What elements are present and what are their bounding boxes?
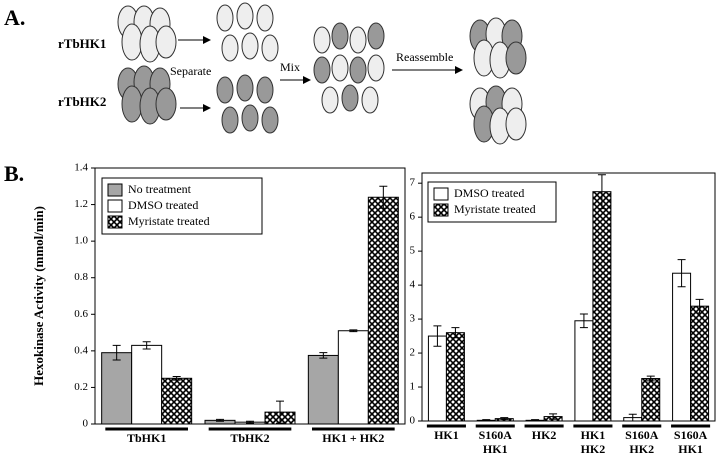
legend-box [101,177,263,235]
x-tick-label: S160A [625,428,659,442]
y-tick-label: 1 [410,381,416,393]
x-tick-label: HK1 + HK2 [322,431,384,445]
legend-label: DMSO treated [128,198,198,212]
error-bar [628,413,637,422]
step-label: Mix [280,60,300,74]
y-tick-label: 0 [410,415,416,427]
error-bar [549,413,558,420]
error-bar [276,400,284,424]
x-tick-label: HK2 [532,428,557,442]
error-bar [646,375,655,382]
hexamer-mixed [469,17,527,145]
error-bar [216,418,224,422]
bar [574,320,594,422]
bar [367,196,399,425]
bar [641,378,661,422]
y-tick-label: 1.2 [74,198,88,210]
panel-label: B. [4,161,24,186]
error-bar [482,419,491,422]
error-bar [379,185,388,209]
y-tick-label: 1.4 [74,162,88,174]
legend-swatch [107,215,123,229]
error-bar [500,417,509,421]
error-bar [695,298,704,314]
hexamer-2 [117,65,177,125]
error-bar [677,259,686,288]
y-tick-label: 7 [410,177,416,189]
x-tick-label: HK1 [678,442,703,456]
error-bar [172,375,181,381]
bar [307,354,339,425]
y-tick-label: 0.8 [74,271,88,283]
hexamer-1 [117,5,177,63]
monomers-1 [216,2,279,62]
legend-swatch [433,187,449,201]
legend-swatch [107,183,123,197]
monomers-mixed [313,22,385,114]
plot-frame [421,172,716,422]
bar [592,191,612,422]
bar [101,352,133,425]
y-tick-label: 4 [410,279,416,291]
y-tick-label: 6 [410,211,416,223]
step-label: Reassemble [396,50,453,64]
legend-label: Myristate treated [454,202,536,216]
y-tick-label: 1.0 [74,235,88,247]
y-tick-label: 5 [410,245,416,257]
error-bar [451,327,460,339]
error-bar [349,329,358,333]
diagram: rTbHK1 rTbHK2 Separate Mix Reassemble [58,2,527,145]
error-bar [142,341,151,350]
y-tick-label: 0.2 [74,381,88,393]
legend-label: Myristate treated [128,214,210,228]
x-tick-label: S160A [674,428,708,442]
bar [161,377,193,425]
bar [337,330,369,425]
monomers-2 [216,74,279,134]
legend-label: DMSO treated [454,186,524,200]
y-tick-label: 0.4 [74,344,88,356]
bar [445,332,465,422]
protein-label: rTbHK2 [58,94,106,109]
x-tick-label: TbHK1 [127,431,166,445]
x-tick-label: HK1 [581,428,606,442]
error-bar [531,419,540,422]
legend-label: No treatment [128,182,192,196]
y-tick-label: 3 [410,313,416,325]
y-tick-label: 0.6 [74,308,88,320]
legend-swatch [433,203,449,217]
legend-box [427,181,557,223]
protein-label: rTbHK1 [58,36,106,51]
error-bar [433,325,442,347]
x-tick-label: HK2 [581,442,606,456]
bar [672,272,692,422]
x-tick-label: HK1 [434,428,459,442]
error-bar [246,420,254,424]
error-bar [579,313,588,329]
error-bar [597,174,606,210]
y-axis-label: Hexokinase Activity (mmol/min) [31,206,46,386]
error-bar [112,344,121,361]
x-tick-label: TbHK2 [230,431,269,445]
y-tick-label: 2 [410,347,416,359]
x-tick-label: HK1 [483,442,508,456]
x-tick-label: S160A [479,428,513,442]
error-bar [319,352,328,359]
legend-swatch [107,199,123,213]
bar [427,335,447,422]
bar [131,344,163,425]
bar [690,305,710,422]
y-tick-label: 0 [83,418,89,430]
x-tick-label: HK2 [629,442,654,456]
step-label: Separate [170,64,211,78]
panel-label: A. [4,5,25,30]
